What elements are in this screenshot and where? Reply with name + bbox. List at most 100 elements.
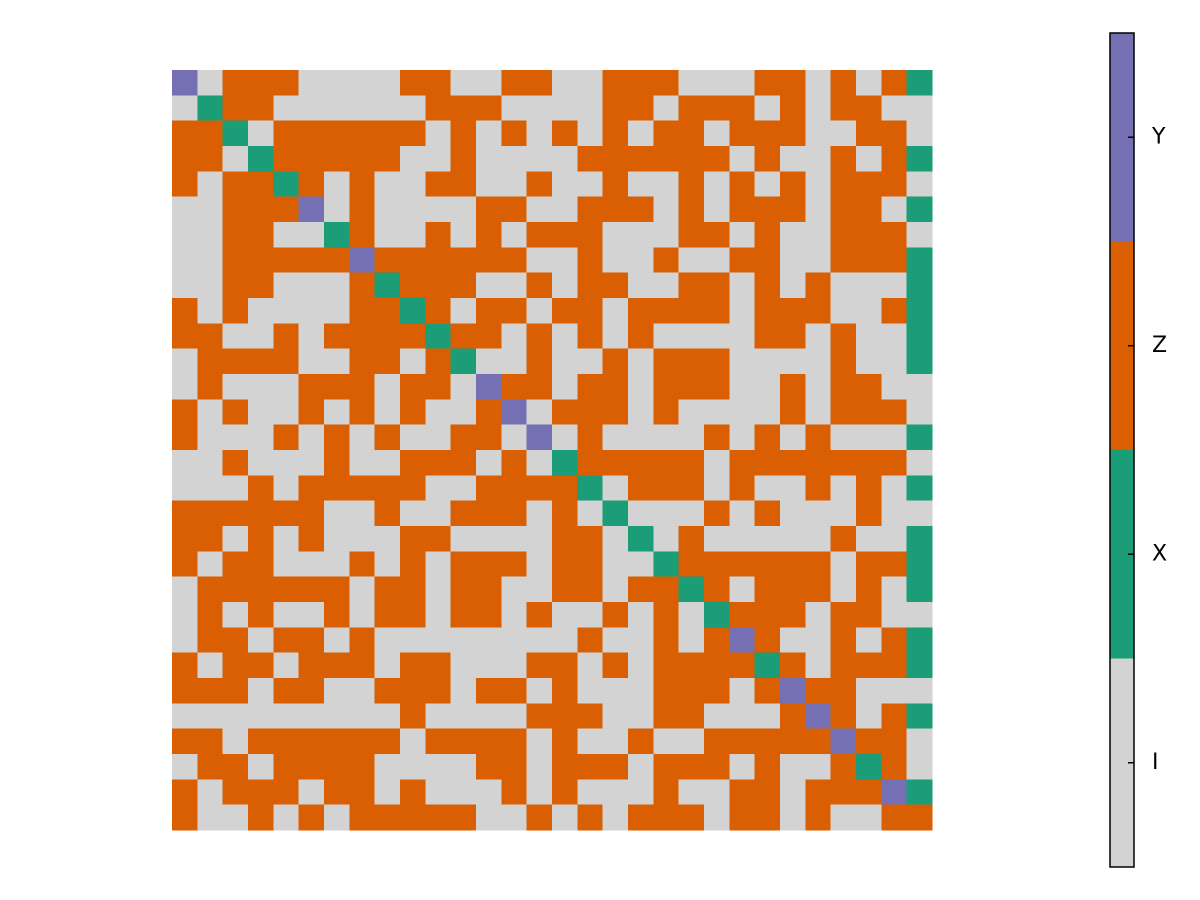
heatmap-cell bbox=[197, 247, 224, 274]
heatmap-cell bbox=[906, 196, 933, 223]
heatmap-cell bbox=[754, 703, 781, 730]
heatmap-cell bbox=[501, 95, 528, 122]
heatmap-cell bbox=[501, 247, 528, 274]
heatmap-cell bbox=[856, 171, 882, 198]
heatmap-cell bbox=[501, 703, 528, 730]
heatmap-cell bbox=[400, 627, 426, 654]
heatmap-cell bbox=[324, 652, 350, 679]
heatmap-cell bbox=[754, 146, 781, 172]
heatmap-cell bbox=[324, 450, 350, 476]
heatmap-cell bbox=[248, 424, 274, 451]
heatmap-cell bbox=[248, 171, 274, 198]
heatmap-cell bbox=[248, 120, 274, 147]
heatmap-cell bbox=[172, 272, 198, 299]
heatmap-cell bbox=[349, 500, 376, 527]
heatmap-cell bbox=[222, 475, 249, 502]
heatmap-cell bbox=[476, 222, 502, 248]
heatmap-cell bbox=[856, 120, 882, 147]
heatmap-cell bbox=[881, 95, 908, 122]
heatmap-cell bbox=[273, 703, 300, 730]
heatmap-cell bbox=[780, 627, 806, 654]
heatmap-cell bbox=[906, 500, 933, 527]
heatmap-cell bbox=[856, 779, 882, 806]
heatmap-cell bbox=[501, 399, 528, 426]
heatmap-cell bbox=[602, 399, 629, 426]
heatmap-cell bbox=[501, 196, 528, 223]
heatmap-cell bbox=[805, 298, 832, 324]
heatmap-cell bbox=[197, 526, 224, 552]
heatmap-cell bbox=[400, 779, 426, 806]
heatmap-cell bbox=[552, 146, 578, 172]
heatmap-cell bbox=[805, 222, 832, 248]
heatmap-cell bbox=[805, 399, 832, 426]
heatmap-cell bbox=[222, 728, 249, 755]
heatmap-cell bbox=[349, 298, 376, 324]
heatmap-cell bbox=[856, 526, 882, 552]
heatmap-cell bbox=[298, 171, 325, 198]
heatmap-cell bbox=[501, 298, 528, 324]
heatmap-cell bbox=[602, 804, 629, 831]
heatmap-cell bbox=[602, 374, 629, 400]
heatmap-cell bbox=[400, 348, 426, 375]
heatmap-cell bbox=[678, 399, 705, 426]
heatmap-cell bbox=[628, 424, 654, 451]
heatmap-cell bbox=[222, 779, 249, 806]
heatmap-cell bbox=[425, 323, 452, 350]
heatmap-cell bbox=[248, 754, 274, 780]
heatmap-cell bbox=[754, 70, 781, 96]
heatmap-cell bbox=[172, 754, 198, 780]
heatmap-cell bbox=[602, 703, 629, 730]
heatmap-cell bbox=[856, 70, 882, 96]
heatmap-cell bbox=[678, 475, 705, 502]
heatmap-cell bbox=[476, 70, 502, 96]
heatmap-cell bbox=[678, 424, 705, 451]
heatmap-cell bbox=[805, 500, 832, 527]
heatmap-cell bbox=[881, 70, 908, 96]
heatmap-cell bbox=[450, 526, 477, 552]
heatmap-cell bbox=[298, 678, 325, 704]
heatmap-cell bbox=[754, 526, 781, 552]
heatmap-cell bbox=[197, 804, 224, 831]
heatmap-cell bbox=[197, 551, 224, 578]
heatmap-cell bbox=[349, 627, 376, 654]
heatmap-cell bbox=[273, 171, 300, 198]
heatmap-cell bbox=[678, 323, 705, 350]
heatmap-cell bbox=[248, 348, 274, 375]
heatmap-cell bbox=[501, 475, 528, 502]
heatmap-cell bbox=[780, 171, 806, 198]
heatmap-cell bbox=[324, 146, 350, 172]
heatmap-cell bbox=[349, 703, 376, 730]
heatmap-cell bbox=[349, 70, 376, 96]
heatmap-cell bbox=[653, 627, 680, 654]
heatmap-cell bbox=[780, 678, 806, 704]
heatmap-cell bbox=[501, 678, 528, 704]
heatmap-cell bbox=[172, 576, 198, 603]
heatmap-cell bbox=[476, 551, 502, 578]
heatmap-cell bbox=[222, 754, 249, 780]
heatmap-cell bbox=[450, 348, 477, 375]
heatmap-cell bbox=[501, 754, 528, 780]
heatmap-cell bbox=[653, 424, 680, 451]
heatmap-cell bbox=[526, 247, 553, 274]
heatmap-cell bbox=[298, 399, 325, 426]
heatmap-cell bbox=[526, 526, 553, 552]
heatmap-cell bbox=[248, 450, 274, 476]
heatmap-cell bbox=[248, 323, 274, 350]
heatmap-cell bbox=[704, 247, 730, 274]
heatmap-cell bbox=[450, 602, 477, 628]
heatmap-cell bbox=[704, 678, 730, 704]
heatmap-cell bbox=[602, 323, 629, 350]
heatmap-cell bbox=[450, 728, 477, 755]
heatmap-cell bbox=[653, 703, 680, 730]
heatmap-cell bbox=[526, 450, 553, 476]
heatmap-cell bbox=[628, 779, 654, 806]
heatmap-cell bbox=[729, 222, 756, 248]
heatmap-cell bbox=[248, 500, 274, 527]
heatmap-cell bbox=[602, 475, 629, 502]
heatmap-cell bbox=[602, 95, 629, 122]
heatmap-cell bbox=[374, 602, 401, 628]
heatmap-cell bbox=[248, 399, 274, 426]
heatmap-cell bbox=[425, 703, 452, 730]
heatmap-cell bbox=[349, 222, 376, 248]
heatmap-cell bbox=[476, 247, 502, 274]
